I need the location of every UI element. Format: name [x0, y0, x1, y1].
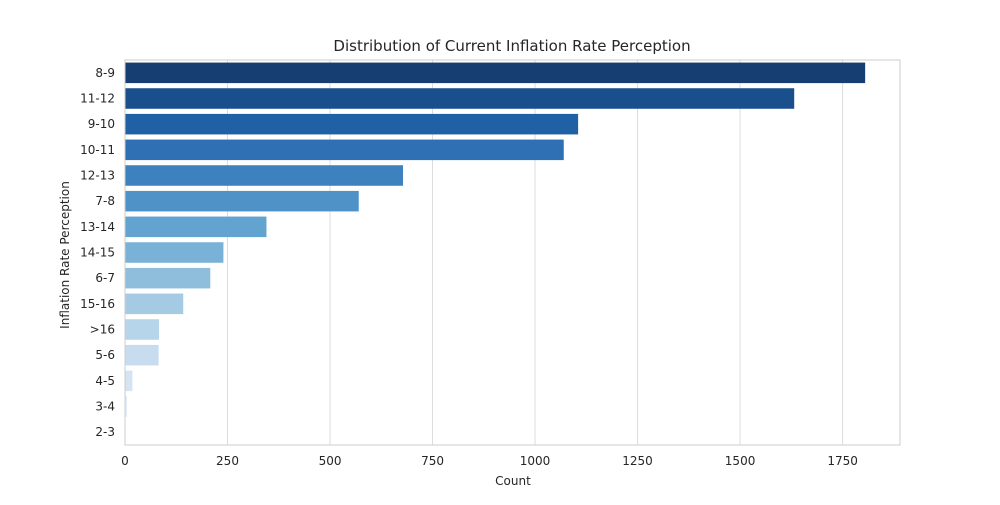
- chart-title: Distribution of Current Inflation Rate P…: [333, 37, 690, 55]
- y-tick-label: 9-10: [88, 117, 115, 131]
- bar-5-6: [125, 344, 159, 366]
- y-tick-label: 8-9: [95, 66, 115, 80]
- x-tick-label: 500: [319, 454, 342, 468]
- y-tick-label: 13-14: [80, 220, 115, 234]
- bars: [125, 62, 866, 417]
- bar-10-11: [125, 139, 564, 161]
- x-tick-label: 1500: [725, 454, 756, 468]
- y-tick-label: 10-11: [80, 143, 115, 157]
- bar-7-8: [125, 190, 359, 212]
- y-tick-label: 15-16: [80, 297, 115, 311]
- y-tick-label: 5-6: [95, 348, 115, 362]
- bar-14-15: [125, 242, 224, 263]
- x-tick-label: 750: [421, 454, 444, 468]
- y-tick-label: 3-4: [95, 400, 115, 414]
- x-axis-ticks: 0 250 500 750 1000 1250 1500 1750: [121, 454, 858, 468]
- x-tick-label: 1750: [827, 454, 858, 468]
- plot-frame: [124, 59, 901, 446]
- y-tick-label: >16: [90, 323, 115, 337]
- y-tick-label: 4-5: [95, 374, 115, 388]
- y-tick-label: 2-3: [95, 425, 115, 439]
- bar->16: [125, 319, 160, 340]
- y-tick-label: 12-13: [80, 169, 115, 183]
- bar-11-12: [125, 88, 795, 109]
- x-tick-label: 1250: [622, 454, 653, 468]
- y-tick-label: 7-8: [95, 194, 115, 208]
- bar-8-9: [125, 62, 866, 84]
- y-tick-label: 11-12: [80, 92, 115, 106]
- x-tick-label: 1000: [520, 454, 551, 468]
- bar-4-5: [125, 370, 133, 392]
- bar-13-14: [125, 216, 267, 238]
- x-axis-label: Count: [495, 474, 531, 488]
- bar-9-10: [125, 113, 579, 135]
- bar-12-13: [125, 165, 404, 186]
- y-axis-label: Inflation Rate Perception: [58, 181, 72, 329]
- bar-15-16: [125, 293, 184, 315]
- x-tick-label: 250: [216, 454, 239, 468]
- y-tick-label: 6-7: [95, 271, 115, 285]
- y-axis-ticks: 8-9 11-12 9-10 10-11 12-13 7-8 13-14 14-15 6-7 15…: [80, 66, 115, 439]
- bar-6-7: [125, 267, 211, 289]
- x-tick-label: 0: [121, 454, 129, 468]
- y-tick-label: 14-15: [80, 246, 115, 260]
- bar-3-4: [125, 396, 128, 417]
